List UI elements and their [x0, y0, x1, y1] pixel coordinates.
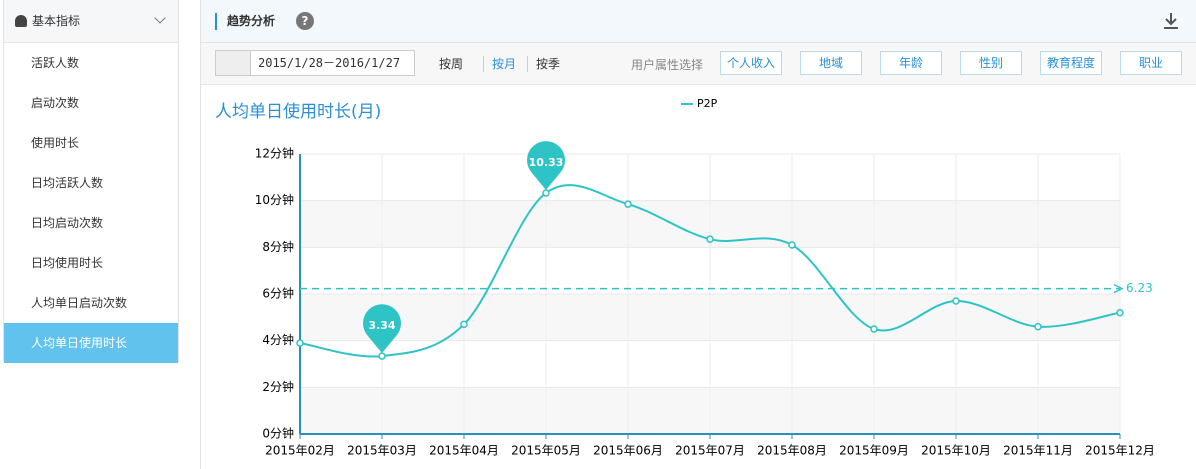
filter-button[interactable]: 个人收入	[720, 51, 782, 75]
filter-button[interactable]: 性别	[960, 51, 1022, 75]
date-range[interactable]: 2015/1/28－2016/1/27	[215, 50, 415, 76]
period-tab[interactable]: 按周	[439, 57, 464, 71]
filter-label: 用户属性选择	[631, 58, 704, 72]
period-tab[interactable]: 按季	[527, 56, 560, 72]
download-icon[interactable]	[1161, 11, 1181, 31]
filter-button[interactable]: 地域	[800, 51, 862, 75]
filter-button[interactable]: 年龄	[880, 51, 942, 75]
panel-title: 趋势分析	[227, 14, 276, 28]
sidebar-item[interactable]: 启动次数	[31, 96, 80, 110]
sidebar-item[interactable]: 日均使用时长	[31, 256, 104, 270]
filter-button[interactable]: 教育程度	[1040, 51, 1102, 75]
sidebar-item[interactable]: 日均启动次数	[31, 216, 104, 230]
sidebar-item[interactable]: 使用时长	[31, 136, 80, 150]
panel-header: 趋势分析 ?	[201, 0, 1196, 43]
period-tab[interactable]: 按月	[483, 56, 516, 72]
sidebar-header[interactable]: 基本指标	[4, 0, 178, 43]
filter-button[interactable]: 职业	[1120, 51, 1182, 75]
main-panel: 趋势分析 ? 2015/1/28－2016/1/27 按周 按月 按季 用户属性选择 个…	[200, 0, 1196, 469]
help-icon[interactable]: ?	[296, 12, 314, 30]
sidebar-item[interactable]: 人均单日使用时长	[4, 323, 178, 363]
sidebar: 基本指标 活跃人数启动次数使用时长日均活跃人数 日均启动次数 日均使用时长人均单日启…	[3, 0, 179, 363]
sidebar-item[interactable]: 人均单日启动次数	[31, 296, 128, 310]
sidebar-item[interactable]: 日均活跃人数	[31, 176, 104, 190]
sidebar-item[interactable]: 活跃人数	[31, 56, 80, 70]
toolbar: 2015/1/28－2016/1/27 按周 按月 按季 用户属性选择 个人收入 地域 年龄…	[201, 43, 1196, 85]
